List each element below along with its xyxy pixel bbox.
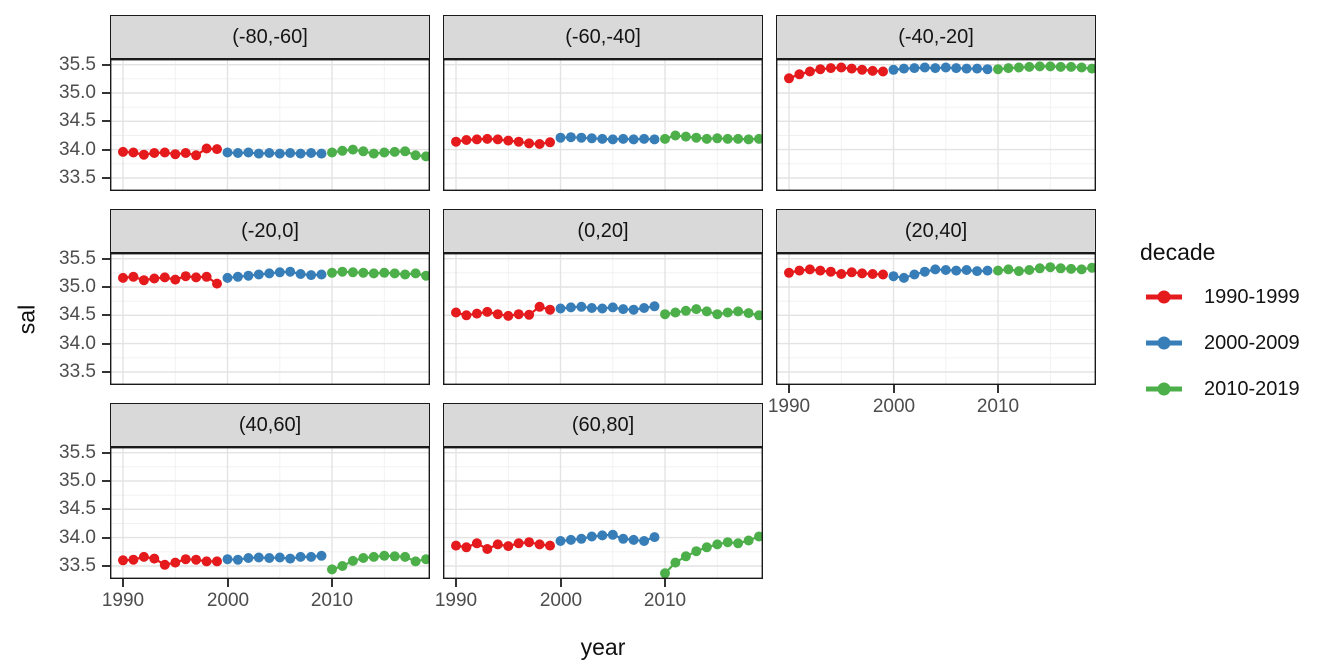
facet-strip: (-80,-60] xyxy=(110,15,430,59)
legend-label: 1990-1999 xyxy=(1204,286,1300,308)
x-axis-tick-label: 2000 xyxy=(872,396,916,417)
y-axis-title: sal xyxy=(13,304,40,335)
y-axis-tick-label: 35.5 xyxy=(59,54,96,75)
x-axis-tick xyxy=(227,579,229,587)
y-axis-tick xyxy=(102,64,110,66)
facet-strip-label: (60,80] xyxy=(571,413,635,436)
facet-strip: (0,20] xyxy=(443,209,763,253)
y-axis-tick xyxy=(102,149,110,151)
y-axis-tick-label: 34.0 xyxy=(59,333,96,354)
y-axis-tick xyxy=(102,480,110,482)
y-axis-tick xyxy=(102,314,110,316)
x-axis-title: year xyxy=(580,634,626,660)
y-axis-tick xyxy=(102,452,110,454)
y-axis-tick xyxy=(102,286,110,288)
legend-key-line-point-icon xyxy=(1146,382,1182,396)
legend-entry: 2000-2009 xyxy=(1140,332,1300,354)
x-axis-tick xyxy=(331,579,333,587)
y-axis-tick-label: 34.5 xyxy=(59,110,96,131)
facet-panel xyxy=(110,253,430,385)
facet-strip-label: (-20,0] xyxy=(241,219,299,242)
y-axis-tick xyxy=(102,537,110,539)
x-axis-tick xyxy=(788,385,790,393)
x-axis-tick-label: 2000 xyxy=(206,590,250,611)
x-axis-tick-label: 2010 xyxy=(976,396,1020,417)
y-axis-tick xyxy=(102,177,110,179)
facet-panel xyxy=(443,59,763,191)
x-axis-tick xyxy=(664,579,666,587)
y-axis-tick xyxy=(102,343,110,345)
facet-panel xyxy=(776,59,1096,191)
facet-panel xyxy=(443,253,763,385)
y-axis-tick-label: 35.0 xyxy=(59,82,96,103)
legend-key-line-point-icon xyxy=(1146,290,1182,304)
legend-title: decade xyxy=(1140,239,1216,265)
y-axis-tick-label: 35.5 xyxy=(59,248,96,269)
y-axis-tick-label: 33.5 xyxy=(59,167,96,188)
facet-strip-label: (-60,-40] xyxy=(565,25,641,48)
facet-panel xyxy=(443,447,763,579)
facet-strip: (60,80] xyxy=(443,403,763,447)
x-axis-tick-label: 2010 xyxy=(310,590,354,611)
y-axis-tick xyxy=(102,258,110,260)
x-axis-tick xyxy=(560,579,562,587)
x-axis-tick-label: 2000 xyxy=(539,590,583,611)
y-axis-tick-label: 34.0 xyxy=(59,527,96,548)
y-axis-tick-label: 35.5 xyxy=(59,442,96,463)
x-axis-tick xyxy=(122,579,124,587)
y-axis-tick-label: 33.5 xyxy=(59,361,96,382)
facet-strip-label: (0,20] xyxy=(577,219,629,242)
legend-label: 2010-2019 xyxy=(1204,378,1300,400)
facet-panel xyxy=(776,253,1096,385)
y-axis-tick xyxy=(102,120,110,122)
facet-strip-label: (40,60] xyxy=(238,413,302,436)
x-axis-tick xyxy=(893,385,895,393)
y-axis-tick-label: 35.0 xyxy=(59,276,96,297)
facet-panel xyxy=(110,59,430,191)
x-axis-tick-label: 1990 xyxy=(767,396,811,417)
facet-strip: (-20,0] xyxy=(110,209,430,253)
facet-strip: (20,40] xyxy=(776,209,1096,253)
y-axis-tick-label: 34.5 xyxy=(59,498,96,519)
facet-strip-label: (20,40] xyxy=(904,219,968,242)
y-axis-tick xyxy=(102,371,110,373)
y-axis-tick xyxy=(102,92,110,94)
x-axis-tick-label: 1990 xyxy=(434,590,478,611)
y-axis-tick xyxy=(102,565,110,567)
legend-entry: 1990-1999 xyxy=(1140,286,1300,308)
legend-label: 2000-2009 xyxy=(1204,332,1300,354)
legend-key-line-point-icon xyxy=(1146,336,1182,350)
x-axis-tick-label: 2010 xyxy=(643,590,687,611)
y-axis-tick-label: 34.5 xyxy=(59,304,96,325)
legend-entry: 2010-2019 xyxy=(1140,378,1300,400)
facet-strip: (-40,-20] xyxy=(776,15,1096,59)
facet-strip-label: (-40,-20] xyxy=(898,25,974,48)
x-axis-tick-label: 1990 xyxy=(101,590,145,611)
y-axis-tick-label: 33.5 xyxy=(59,555,96,576)
x-axis-tick xyxy=(455,579,457,587)
facet-strip: (-60,-40] xyxy=(443,15,763,59)
x-axis-tick xyxy=(997,385,999,393)
facet-strip: (40,60] xyxy=(110,403,430,447)
y-axis-tick xyxy=(102,508,110,510)
facet-panel xyxy=(110,447,430,579)
legend: decade 1990-1999 2000-2009 2010-2019 xyxy=(1140,238,1300,424)
y-axis-tick-label: 35.0 xyxy=(59,470,96,491)
y-axis-tick-label: 34.0 xyxy=(59,139,96,160)
facet-strip-label: (-80,-60] xyxy=(232,25,308,48)
